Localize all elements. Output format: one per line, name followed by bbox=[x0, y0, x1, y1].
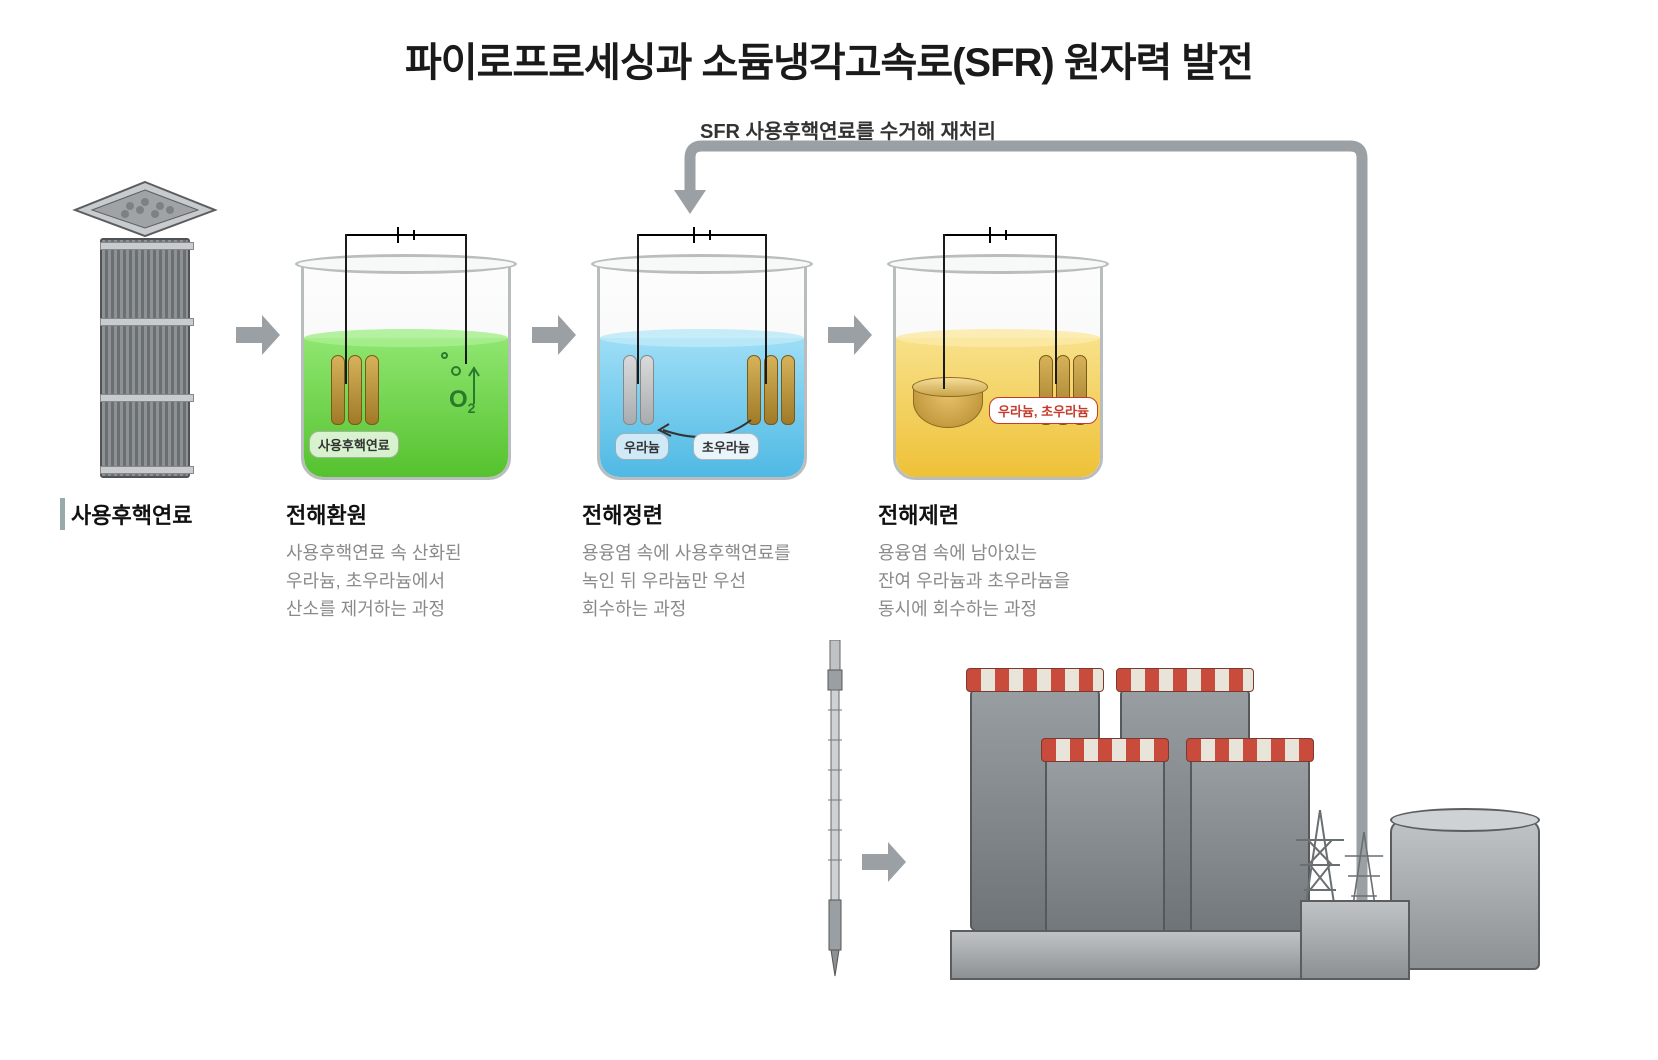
reactor-building-icon bbox=[1390, 820, 1540, 970]
stage-electro-winning: 우라늄, 초우라늄 전해제련 용융염 속에 남아있는 잔여 우라늄과 초우라늄을… bbox=[878, 190, 1118, 624]
stage-electro-reduction: O2 사용후핵연료 전해환원 사용후핵연료 속 산화된 우라늄, 초우라늄에서 … bbox=[286, 190, 526, 624]
tag-transuranic: 초우라늄 bbox=[693, 433, 759, 460]
beaker-winning: 우라늄, 초우라늄 bbox=[893, 240, 1103, 480]
process-row: 사용후핵연료 O2 bbox=[60, 190, 1260, 610]
battery-icon bbox=[389, 234, 423, 236]
stage-refining-desc: 용융염 속에 사용후핵연료를 녹인 뒤 우라늄만 우선 회수하는 과정 bbox=[582, 540, 791, 624]
feedback-loop-label: SFR 사용후핵연료를 수거해 재처리 bbox=[700, 115, 996, 144]
beaker-refining: 우라늄 초우라늄 bbox=[597, 240, 807, 480]
beaker-reduction: O2 사용후핵연료 bbox=[301, 240, 511, 480]
stage-winning-title: 전해제련 bbox=[878, 498, 959, 530]
stage-reduction-title: 전해환원 bbox=[286, 498, 367, 530]
stage-winning-desc: 용융염 속에 남아있는 잔여 우라늄과 초우라늄을 동시에 회수하는 과정 bbox=[878, 540, 1070, 624]
stage-refining-title: 전해정련 bbox=[582, 498, 663, 530]
fuel-assembly-icon bbox=[80, 180, 210, 480]
battery-icon bbox=[685, 234, 719, 236]
flow-arrow-2 bbox=[526, 190, 582, 480]
fuel-rods-icon bbox=[331, 355, 379, 425]
flow-arrow-plant bbox=[860, 840, 908, 889]
reactor-dome-icon bbox=[1390, 808, 1540, 832]
flow-arrow-3 bbox=[822, 190, 878, 480]
battery-icon bbox=[981, 234, 1015, 236]
stage-spent-fuel: 사용후핵연료 bbox=[60, 190, 230, 530]
stage-electro-refining: 우라늄 초우라늄 전해정련 용융염 속에 사용후핵연료를 녹인 뒤 우라늄만 우… bbox=[582, 190, 822, 624]
fuel-assembly-graphic bbox=[60, 190, 230, 480]
sfr-plant-graphic bbox=[820, 640, 1600, 1020]
aux-building-icon bbox=[1300, 900, 1410, 980]
tag-uranium: 우라늄 bbox=[615, 433, 669, 460]
flow-arrow-1 bbox=[230, 190, 286, 480]
page-title: 파이로프로세싱과 소듐냉각고속로(SFR) 원자력 발전 bbox=[0, 30, 1658, 88]
o2-up-arrow-icon bbox=[467, 360, 481, 404]
tag-spent-fuel: 사용후핵연료 bbox=[309, 431, 399, 458]
tag-u-tru: 우라늄, 초우라늄 bbox=[989, 397, 1098, 424]
fuel-pin-icon bbox=[820, 640, 850, 980]
stage-reduction-desc: 사용후핵연료 속 산화된 우라늄, 초우라늄에서 산소를 제거하는 과정 bbox=[286, 540, 462, 624]
cooling-tower-icon bbox=[1045, 750, 1165, 960]
stage-spent-fuel-title: 사용후핵연료 bbox=[60, 498, 192, 530]
